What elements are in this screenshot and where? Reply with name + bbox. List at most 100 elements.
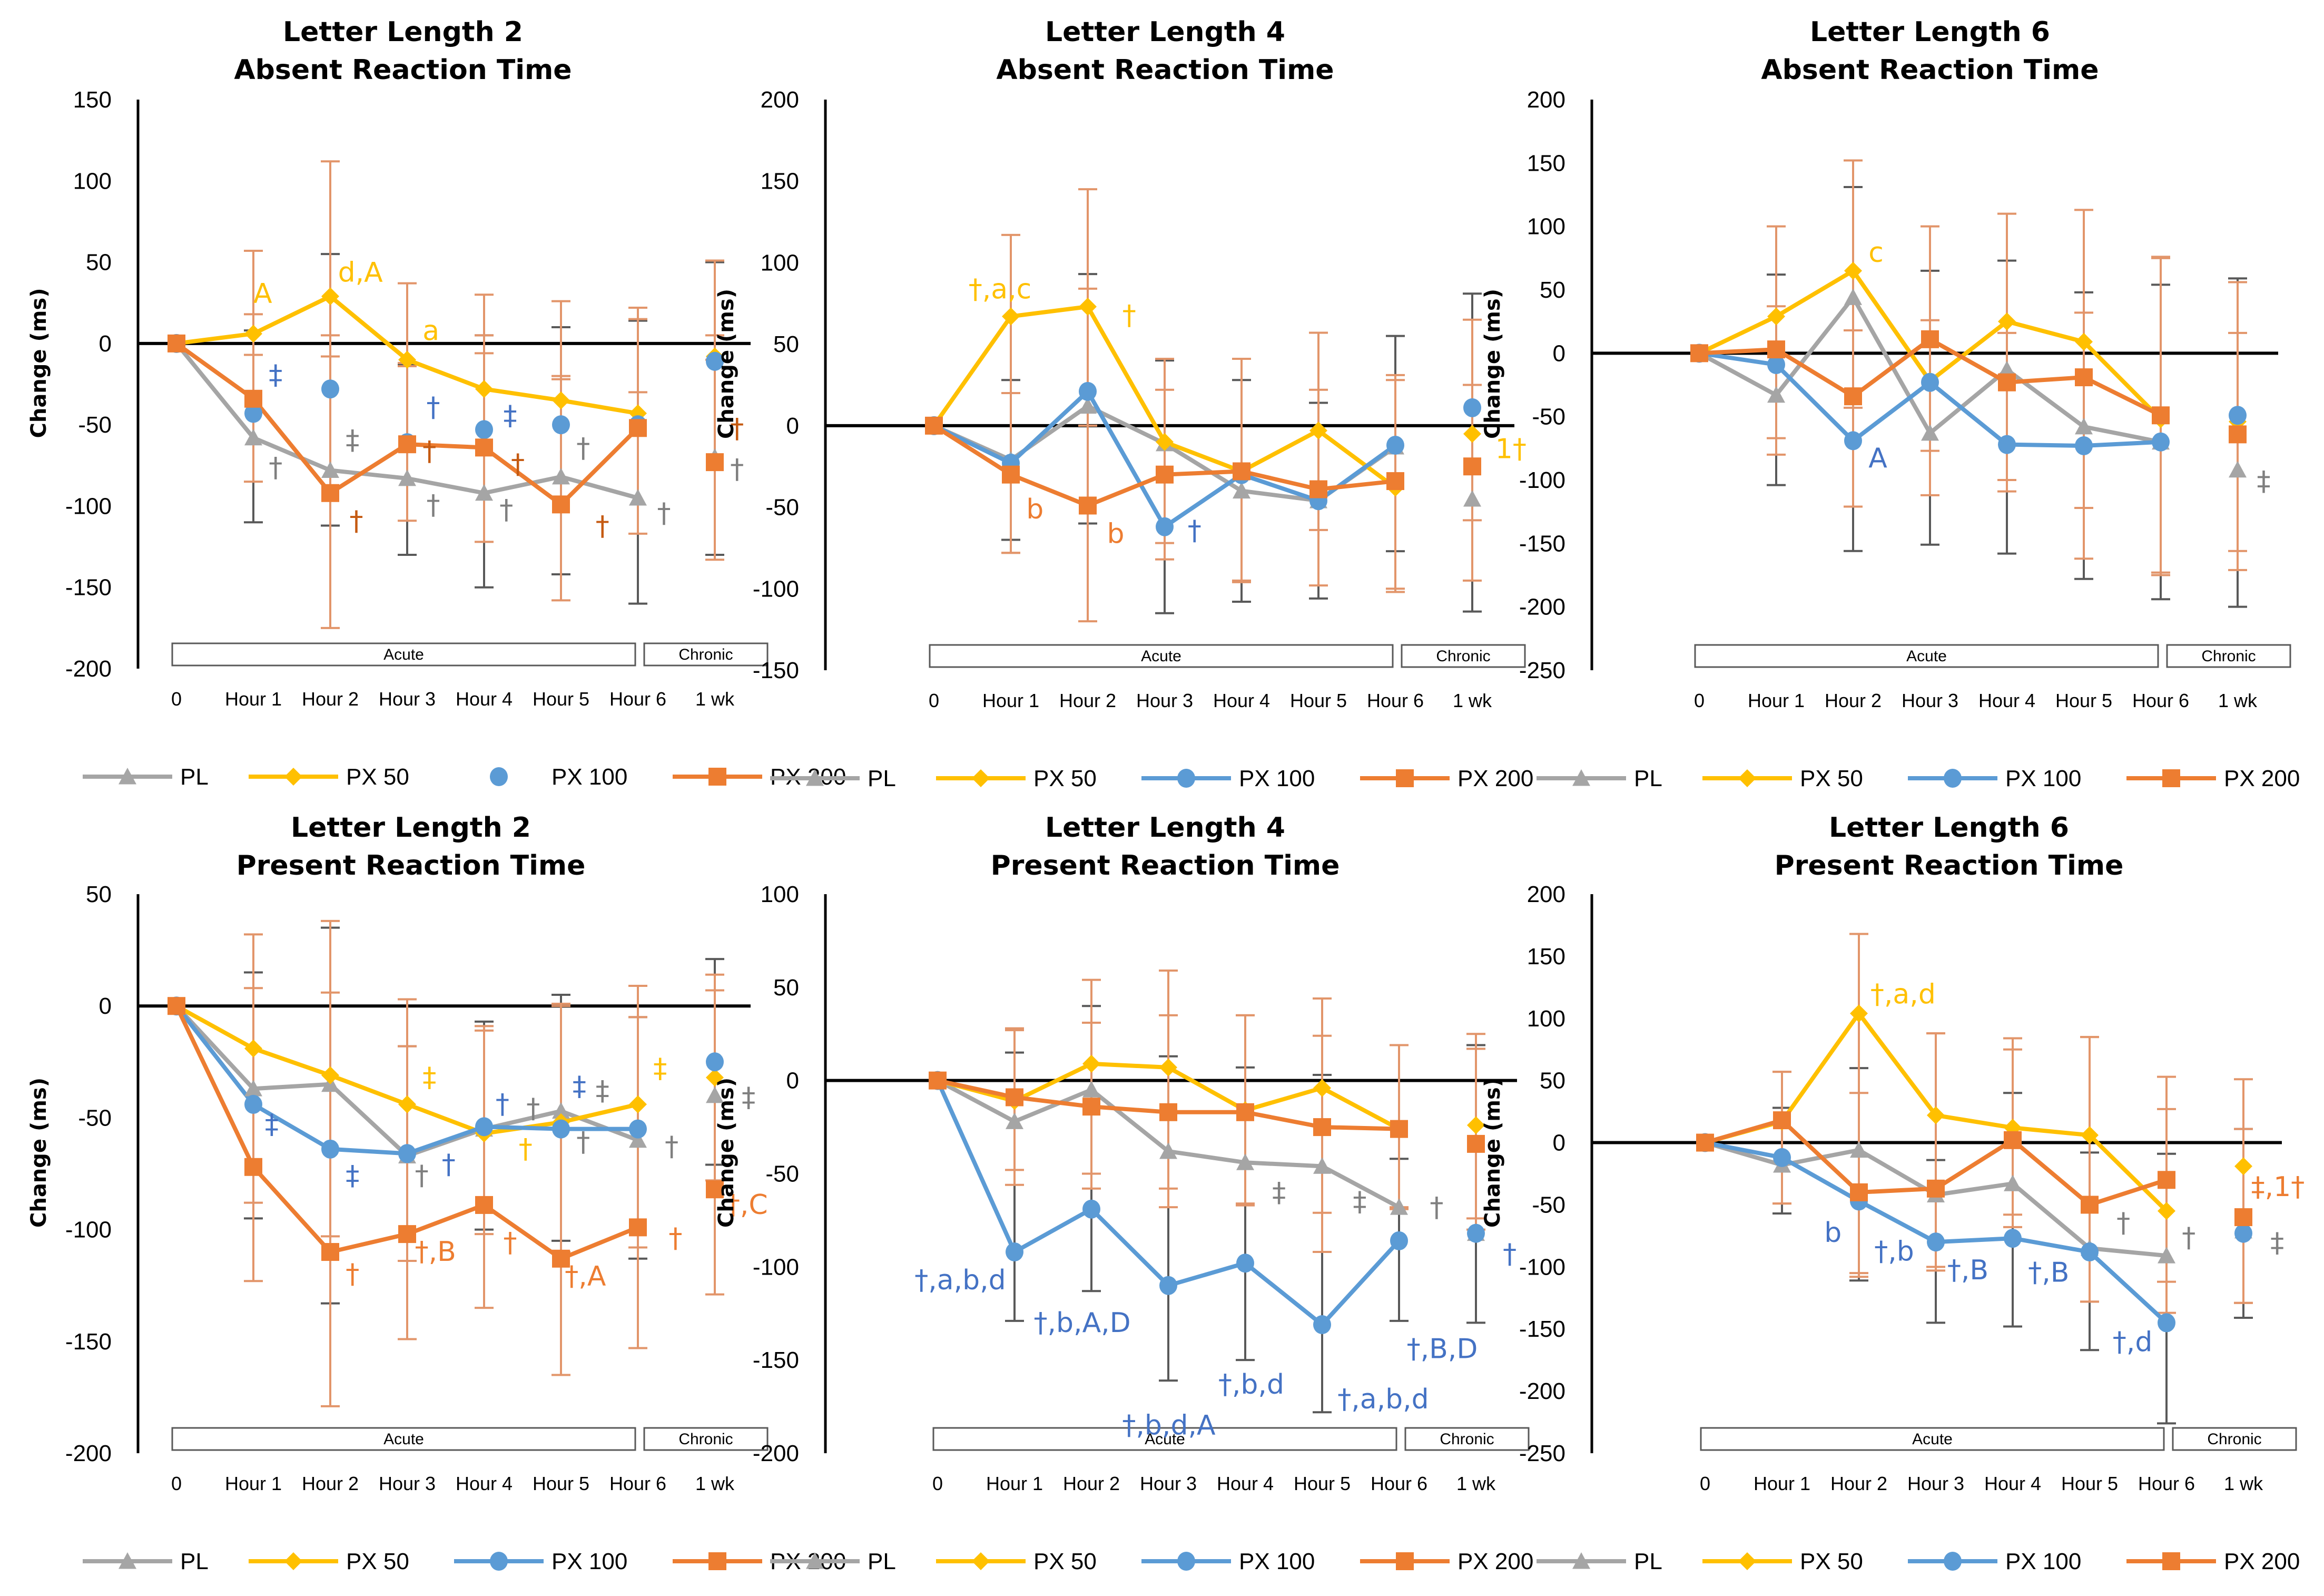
y-tick-label: 150 xyxy=(761,169,799,194)
chart-title-line: Present Reaction Time xyxy=(237,850,586,882)
significance-annotation: ‡ xyxy=(422,1062,436,1093)
y-tick-label: 200 xyxy=(1527,882,1565,907)
data-point-pl xyxy=(2075,417,2093,435)
x-tick-label: Hour 5 xyxy=(1294,1473,1351,1494)
y-tick-label: 150 xyxy=(1527,150,1565,176)
data-point-px100 xyxy=(1386,435,1404,455)
chronic-group-box xyxy=(1404,1427,1530,1451)
significance-annotation: †,a,c xyxy=(969,274,1032,306)
x-tick-label: Hour 2 xyxy=(1059,690,1116,711)
legend-marker xyxy=(972,769,990,787)
y-tick-label: 0 xyxy=(99,331,112,357)
legend-marker xyxy=(1396,769,1414,787)
x-tick-label: 1 wk xyxy=(1453,690,1492,711)
data-point-px200 xyxy=(1309,480,1327,498)
y-axis-label: Change (ms) xyxy=(27,1078,51,1228)
significance-annotation: †,b,A,D xyxy=(1034,1307,1131,1339)
data-point-px100 xyxy=(244,404,262,423)
data-point-px100 xyxy=(321,379,339,399)
legend-marker xyxy=(1944,769,1962,788)
x-tick-label: Hour 1 xyxy=(1754,1473,1810,1494)
legend-label: PX 200 xyxy=(1458,1549,1533,1574)
significance-annotation: ‡ xyxy=(265,1109,279,1140)
data-point-px200 xyxy=(168,334,185,353)
data-point-px100 xyxy=(2075,436,2093,456)
x-tick-label: 1 wk xyxy=(2218,690,2258,711)
x-tick-label: Hour 1 xyxy=(225,688,282,710)
legend-label: PX 200 xyxy=(2224,766,2300,791)
y-tick-label: -150 xyxy=(1519,531,1565,556)
chart-title-line: Letter Length 4 xyxy=(1045,16,1285,48)
acute-label: Acute xyxy=(1912,1431,1953,1448)
legend-marker xyxy=(1396,1552,1414,1570)
y-tick-label: 150 xyxy=(73,87,112,113)
significance-annotation: † xyxy=(596,511,609,542)
significance-annotation: ‡ xyxy=(346,1160,359,1192)
significance-annotation: † xyxy=(1430,1192,1443,1223)
y-tick-label: 150 xyxy=(1527,944,1565,970)
data-point-px100 xyxy=(398,1144,416,1163)
data-point-pl xyxy=(1921,424,1939,441)
legend-marker xyxy=(119,1552,136,1569)
y-tick-label: 50 xyxy=(1540,277,1565,303)
legend-marker xyxy=(119,768,136,785)
data-point-px50 xyxy=(475,380,493,398)
legend-marker xyxy=(1944,1552,1962,1571)
data-point-px50 xyxy=(2075,332,2093,351)
legend-item-px50: PX 50 xyxy=(1702,1549,1863,1574)
chronic-label: Chronic xyxy=(1440,1431,1494,1448)
legend-item-px100: PX 100 xyxy=(1141,1549,1315,1574)
y-tick-label: -50 xyxy=(1532,404,1565,430)
legend-item-px50: PX 50 xyxy=(1702,766,1863,791)
x-tick-label: 1 wk xyxy=(2224,1473,2263,1494)
data-point-px200 xyxy=(1079,496,1097,515)
acute-group-box xyxy=(929,644,1394,668)
significance-annotation: b xyxy=(1824,1217,1842,1249)
data-point-pl xyxy=(1844,288,1862,305)
x-tick-label: Hour 1 xyxy=(986,1473,1043,1494)
data-point-px100 xyxy=(1313,1315,1331,1334)
significance-annotation: † xyxy=(519,1133,533,1165)
data-point-px50 xyxy=(1927,1106,1945,1124)
data-point-px200 xyxy=(2075,368,2093,387)
legend-label: PL xyxy=(180,1549,209,1574)
x-tick-label: Hour 5 xyxy=(533,1473,589,1494)
y-tick-label: 50 xyxy=(1540,1068,1565,1094)
data-point-pl xyxy=(398,469,416,486)
legend-label: PX 100 xyxy=(552,1549,627,1574)
legend-item-px50: PX 50 xyxy=(936,766,1097,791)
data-point-px200 xyxy=(1156,465,1174,484)
y-tick-label: 100 xyxy=(761,250,799,276)
x-tick-label: 0 xyxy=(171,1473,182,1494)
legend-label: PX 100 xyxy=(1239,1549,1315,1574)
legend-item-px100: PX 100 xyxy=(1908,766,2081,791)
significance-annotation: ‡ xyxy=(1272,1177,1286,1209)
chart-title-line: Absent Reaction Time xyxy=(996,54,1334,86)
legend-label: PX 100 xyxy=(2005,766,2081,791)
data-point-px100 xyxy=(2229,406,2247,425)
significance-annotation: † xyxy=(422,436,436,467)
significance-annotation: †,C xyxy=(726,1189,768,1221)
legend-item-px100: PX 100 xyxy=(1908,1549,2081,1574)
data-point-px200 xyxy=(2234,1208,2252,1227)
legend-label: PL xyxy=(1634,766,1662,791)
legend-item-pl: PL xyxy=(770,766,896,791)
legend-marker xyxy=(2162,1552,2180,1570)
significance-annotation: ‡ xyxy=(2270,1227,2284,1259)
legend-label: PX 50 xyxy=(1800,1549,1863,1574)
data-point-px200 xyxy=(321,484,339,502)
data-point-pl xyxy=(552,467,570,485)
data-point-px100 xyxy=(2158,1313,2175,1333)
significance-annotation: † xyxy=(511,449,525,481)
x-tick-label: Hour 3 xyxy=(1907,1473,1964,1494)
x-tick-label: Hour 3 xyxy=(379,688,436,710)
x-tick-label: Hour 5 xyxy=(2061,1473,2118,1494)
significance-annotation: †,a,d xyxy=(1870,978,1936,1010)
legend-item-pl: PL xyxy=(770,1549,896,1574)
legend-marker xyxy=(1738,1552,1756,1570)
data-point-px200 xyxy=(1690,344,1708,363)
data-point-pl xyxy=(2229,461,2247,478)
significance-annotation: †,a,b,d xyxy=(914,1265,1006,1296)
significance-annotation: 1† xyxy=(1495,434,1527,465)
